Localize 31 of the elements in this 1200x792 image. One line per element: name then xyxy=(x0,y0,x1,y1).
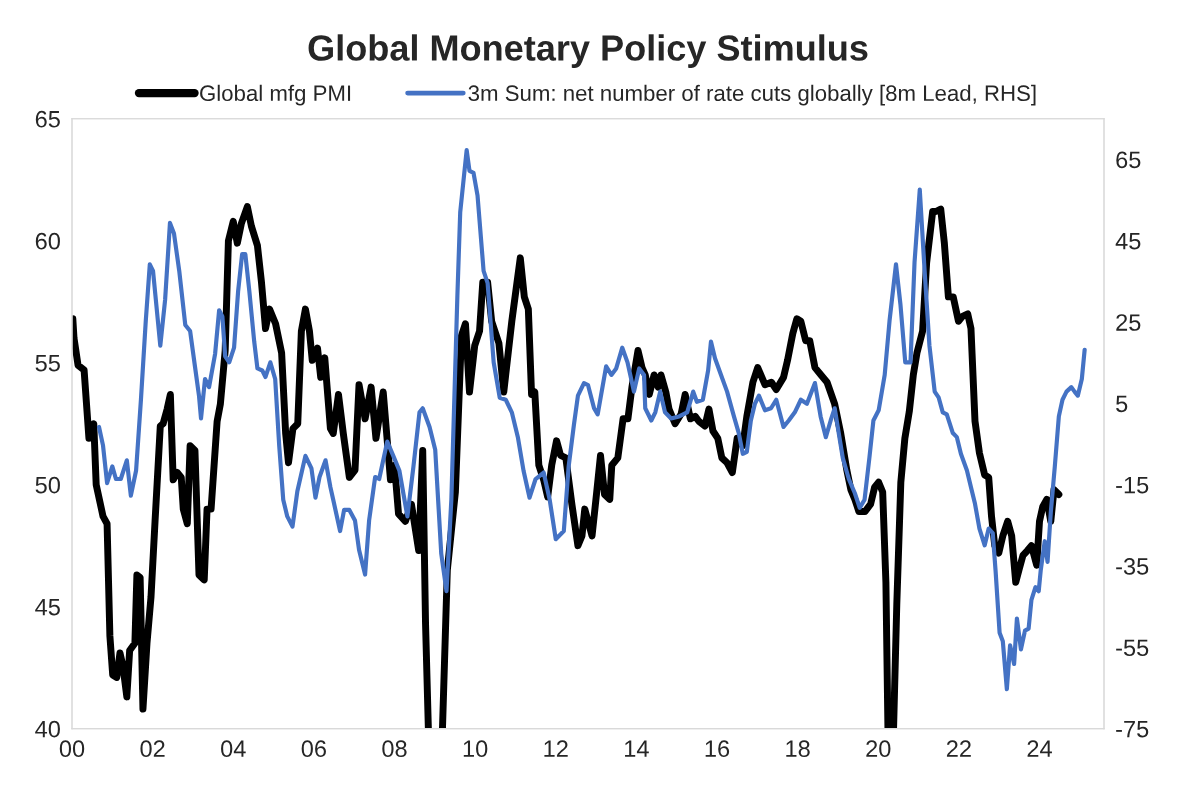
x-tick-label: 22 xyxy=(946,740,971,757)
x-tick-label: 20 xyxy=(866,740,891,758)
x-tick-label: 14 xyxy=(625,740,649,757)
x-tick-label: 00 xyxy=(59,740,85,758)
legend-label: Global mfg PMI xyxy=(200,84,351,106)
y-tick-label: 60 xyxy=(35,232,60,250)
y-tick-label: 50 xyxy=(35,476,60,494)
y2-tick-label: -35 xyxy=(1116,558,1149,575)
x-tick-label: 06 xyxy=(301,740,326,758)
y-tick-label: 45 xyxy=(35,598,60,616)
y2-tick-label: 5 xyxy=(1116,395,1128,413)
line-series xyxy=(96,148,1087,692)
x-tick-label: 24 xyxy=(1027,740,1052,757)
y2-tick-label: 25 xyxy=(1116,314,1141,331)
x-tick-label: 02 xyxy=(140,740,165,758)
y-tick-label: 65 xyxy=(35,110,60,128)
y2-tick-label: 65 xyxy=(1116,151,1141,169)
x-tick-label: 18 xyxy=(786,740,810,758)
legend-label: 3m Sum: net number of rate cuts globally [8m Lead, RHS] xyxy=(468,84,1036,106)
x-tick-label: 04 xyxy=(221,740,246,758)
y-tick-label: 40 xyxy=(35,720,60,738)
y2-tick-label: -75 xyxy=(1116,720,1149,738)
y2-tick-label: -55 xyxy=(1116,639,1149,657)
x-tick-label: 12 xyxy=(544,740,568,757)
y2-tick-label: -15 xyxy=(1116,477,1149,494)
x-tick-label: 10 xyxy=(463,740,488,758)
y-tick-label: 55 xyxy=(35,355,60,372)
x-tick-label: 16 xyxy=(705,740,730,758)
y2-tick-label: 45 xyxy=(1115,233,1141,250)
chart-title: Global Monetary Policy Stimulus xyxy=(308,34,868,68)
x-tick-label: 08 xyxy=(382,740,407,758)
